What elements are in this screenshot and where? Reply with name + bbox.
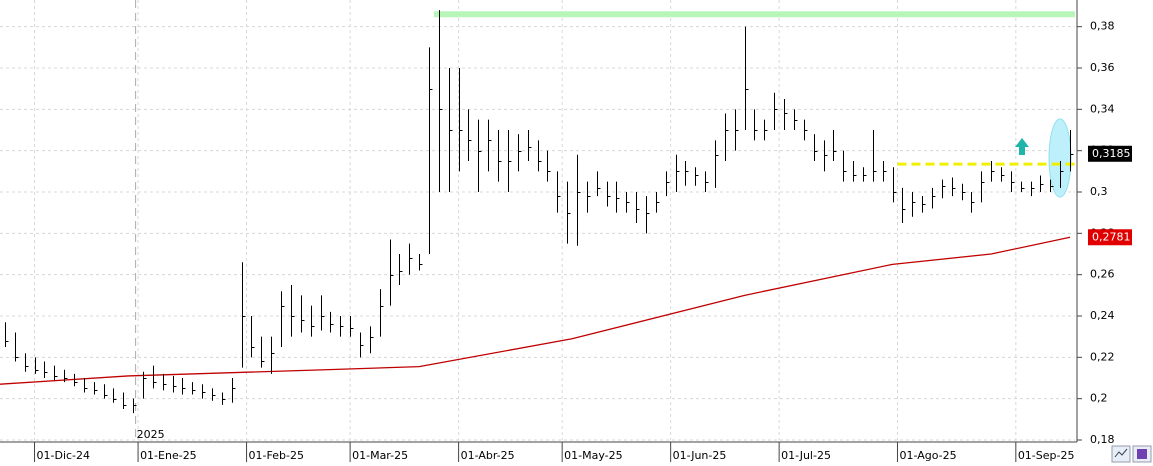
y-tick-label: 0,22 (1090, 350, 1115, 363)
x-tick-label: 01-Ago-25 (899, 449, 956, 462)
save-icon (1137, 449, 1147, 459)
year-label: 2025 (137, 428, 165, 441)
x-tick-label: 01-May-25 (564, 449, 622, 462)
plot (0, 10, 1075, 414)
axes: 0,180,20,220,240,260,280,30,320,340,360,… (34, 20, 1132, 462)
toolbar (1111, 445, 1152, 463)
y-tick-label: 0,2 (1090, 392, 1108, 405)
price-label: 0,3185 (1092, 147, 1131, 160)
moving-average (0, 236, 1071, 385)
x-tick-label: 01-Sep-25 (1018, 449, 1075, 462)
price-label-box (1088, 145, 1132, 162)
x-tick-label: 01-Abr-25 (461, 449, 515, 462)
x-tick-label: 01-Mar-25 (352, 449, 408, 462)
y-tick-label: 0,38 (1090, 20, 1115, 33)
x-tick-label: 01-Feb-25 (249, 449, 304, 462)
y-tick-label: 0,24 (1090, 309, 1115, 322)
x-tick-label: 01-Jun-25 (673, 449, 727, 462)
y-tick-label: 0,36 (1090, 61, 1115, 74)
y-tick-label: 0,34 (1090, 102, 1115, 115)
y-tick-label: 0,18 (1090, 433, 1115, 446)
y-tick-label: 0,26 (1090, 268, 1115, 281)
up-arrow (1015, 138, 1029, 155)
x-tick-label: 01-Dic-24 (37, 449, 91, 462)
x-tick-label: 01-Ene-25 (140, 449, 197, 462)
x-tick-label: 01-Jul-25 (781, 449, 831, 462)
price-label: 0,2781 (1092, 230, 1131, 243)
y-tick-label: 0,3 (1090, 185, 1108, 198)
arrow-shape (1015, 138, 1029, 155)
price-label-box (1088, 229, 1132, 246)
chart-icon (1114, 448, 1128, 458)
